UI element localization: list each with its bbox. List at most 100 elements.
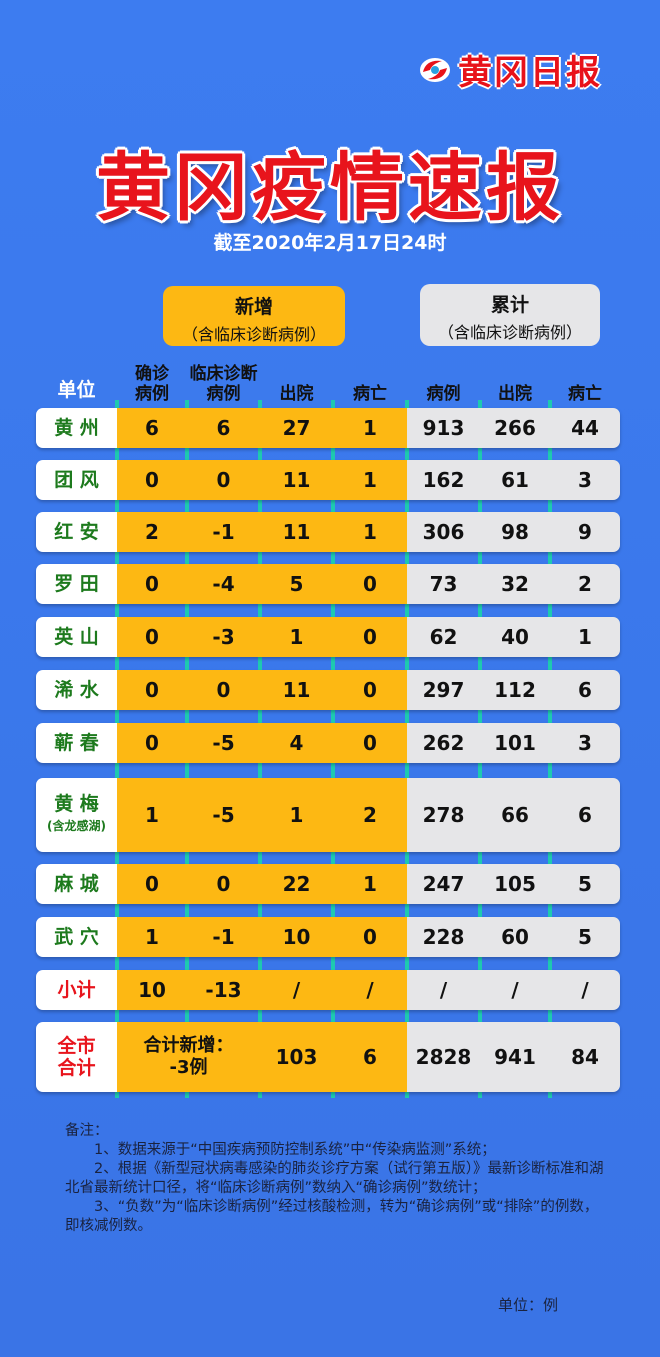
date-subtitle: 截至2020年2月17日24时 — [213, 232, 447, 254]
value-cell: 6 — [333, 1022, 407, 1092]
value-cell: 0 — [333, 564, 407, 604]
value-cell: -13 — [187, 970, 260, 1010]
table-row: 浠 水 0 0 11 0 297 112 6 — [36, 670, 620, 710]
value-cell: 27 — [260, 408, 333, 448]
value-cell: 5 — [260, 564, 333, 604]
value-cell: 66 — [480, 778, 550, 852]
value-cell: 162 — [407, 460, 480, 500]
column-header: 临床诊断 病例 — [189, 364, 258, 404]
value-cell: 98 — [480, 512, 550, 552]
region-name: 英 山 — [36, 617, 117, 657]
value-cell: 11 — [260, 512, 333, 552]
value-cell: 4 — [260, 723, 333, 763]
table-row: 麻 城 0 0 22 1 247 105 5 — [36, 864, 620, 904]
value-cell: 266 — [480, 408, 550, 448]
region-label: 黄 州 — [54, 417, 99, 439]
value-cell: 105 — [480, 864, 550, 904]
region-label: 罗 田 — [54, 573, 99, 595]
region-label: 英 山 — [54, 626, 99, 648]
table-row: 蕲 春 0 -5 4 0 262 101 3 — [36, 723, 620, 763]
value-cell: 0 — [117, 723, 187, 763]
region-name: 黄 州 — [36, 408, 117, 448]
region-label: 红 安 — [54, 521, 99, 543]
region-label: 武 穴 — [54, 926, 99, 948]
table-row: 团 风 0 0 11 1 162 61 3 — [36, 460, 620, 500]
value-cell: 278 — [407, 778, 480, 852]
region-label: 浠 水 — [54, 679, 99, 701]
value-cell: 112 — [480, 670, 550, 710]
column-header: 单位 — [57, 379, 96, 401]
value-cell: -1 — [187, 917, 260, 957]
value-cell: 40 — [480, 617, 550, 657]
table-row: 小计 10 -13// / / / — [36, 970, 620, 1010]
value-cell: 0 — [333, 917, 407, 957]
value-cell: 1 — [550, 617, 620, 657]
value-cell: 5 — [550, 917, 620, 957]
note-item: 3、“负数”为“临床诊断病例”经过核酸检测，转为“确诊病例”或“排除”的例数，即… — [65, 1199, 599, 1234]
table-row: 红 安 2 -1 11 1 306 98 9 — [36, 512, 620, 552]
region-name: 麻 城 — [36, 864, 117, 904]
value-cell: 2828 — [407, 1022, 480, 1092]
column-header: 病亡 — [353, 384, 387, 404]
value-cell: 3 — [550, 723, 620, 763]
value-cell: -3 — [187, 617, 260, 657]
value-cell: 0 — [187, 460, 260, 500]
value-cell: -5 — [187, 778, 260, 852]
value-cell: 11 — [260, 460, 333, 500]
value-cell: -4 — [187, 564, 260, 604]
table-row: 罗 田 0 -4 5 0 73 32 2 — [36, 564, 620, 604]
value-cell: 1 — [333, 460, 407, 500]
value-cell: 228 — [407, 917, 480, 957]
region-name: 蕲 春 — [36, 723, 117, 763]
value-cell: 1 — [260, 778, 333, 852]
region-label: 黄 梅 — [54, 793, 99, 815]
region-name: 浠 水 — [36, 670, 117, 710]
value-cell: 2 — [550, 564, 620, 604]
value-cell: 262 — [407, 723, 480, 763]
value-cell: 0 — [333, 617, 407, 657]
value-cell: 247 — [407, 864, 480, 904]
value-cell: 61 — [480, 460, 550, 500]
value-cell: 306 — [407, 512, 480, 552]
unit-label: 单位：例 — [498, 1296, 559, 1314]
value-cell: 3 — [550, 460, 620, 500]
note-item: 2、根据《新型冠状病毒感染的肺炎诊疗方案（试行第五版）》最新诊断标准和湖北省最新… — [65, 1161, 604, 1196]
table-row: 英 山 0 -3 1 0 62 40 1 — [36, 617, 620, 657]
value-cell: 0 — [117, 460, 187, 500]
group-subtitle: （含临床诊断病例） — [181, 325, 326, 344]
region-label: 蕲 春 — [54, 732, 99, 754]
subtotal-label: 小计 — [36, 970, 117, 1010]
newspaper-logo: 黄冈日报 — [418, 45, 602, 94]
region-name: 罗 田 — [36, 564, 117, 604]
value-cell: 1 — [333, 408, 407, 448]
value-cell: / — [260, 970, 333, 1010]
page-title: 黄冈疫情速报 — [96, 145, 564, 231]
notes-heading: 备注： — [65, 1123, 109, 1139]
value-cell: / — [480, 970, 550, 1010]
table-row: 全市 合计 合计新增： -3例 103 6 2828 941 84 — [36, 1022, 620, 1092]
value-cell: 84 — [550, 1022, 620, 1092]
notes: 备注： 1、数据来源于“中国疾病预防控制系统”中“传染病监测”系统； 2、根据《… — [65, 1122, 605, 1236]
region-name: 黄 梅 (含龙感湖) — [36, 778, 117, 852]
group-title: 累计 — [490, 294, 529, 316]
region-name: 红 安 — [36, 512, 117, 552]
value-cell: 2 — [333, 778, 407, 852]
value-cell: / — [550, 970, 620, 1010]
value-cell: -5 — [187, 723, 260, 763]
table-row: 武 穴 1 -1 10 0 228 60 5 — [36, 917, 620, 957]
value-cell: 0 — [333, 723, 407, 763]
region-label: 团 风 — [54, 469, 99, 491]
group-title: 新增 — [234, 296, 273, 318]
value-cell: 101 — [480, 723, 550, 763]
value-cell: / — [407, 970, 480, 1010]
column-header: 病例 — [426, 384, 461, 404]
value-cell: 0 — [117, 617, 187, 657]
value-cell: / — [333, 970, 407, 1010]
value-cell: 0 — [117, 864, 187, 904]
value-cell: 9 — [550, 512, 620, 552]
value-cell: 0 — [333, 670, 407, 710]
column-header: 出院 — [279, 384, 314, 404]
column-header: 病亡 — [568, 384, 602, 404]
note-item: 1、数据来源于“中国疾病预防控制系统”中“传染病监测”系统； — [65, 1142, 496, 1158]
value-cell: 6 — [550, 778, 620, 852]
